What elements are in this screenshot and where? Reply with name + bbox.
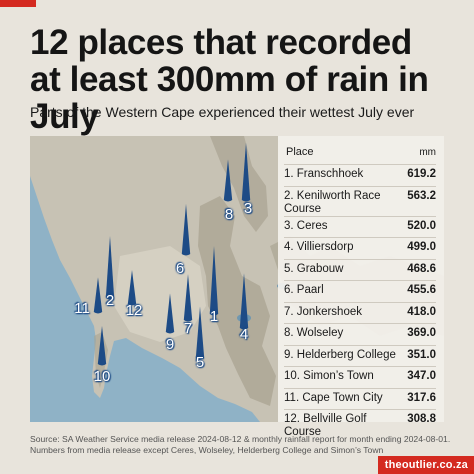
- marker-label-11: 11: [74, 300, 90, 317]
- row-place: 1. Franschhoek: [284, 168, 364, 180]
- row-place: 6. Paarl: [284, 284, 324, 296]
- row-rainfall: 499.0: [407, 241, 436, 253]
- row-rainfall: 563.2: [407, 189, 436, 202]
- marker-label-10: 10: [93, 368, 111, 385]
- table-row: 7. Jonkershoek 418.0: [284, 301, 436, 319]
- row-place: 10. Simon’s Town: [284, 370, 374, 382]
- row-rainfall: 418.0: [407, 305, 436, 318]
- table-row: 12. Bellville Golf Course 308.8: [284, 409, 436, 439]
- row-place: 3. Ceres: [284, 219, 328, 232]
- valley-area: [114, 246, 206, 342]
- row-rainfall: 351.0: [407, 348, 436, 361]
- page-title: 12 places that recorded at least 300mm o…: [30, 23, 429, 136]
- table-row: 3. Ceres 520.0: [284, 215, 436, 233]
- rain-spike-12: [127, 270, 137, 306]
- site-badge: theoutlier.co.za: [377, 456, 474, 474]
- accent-bar: [0, 0, 36, 7]
- table-row: 4. Villiersdorp 499.0: [284, 237, 436, 254]
- row-rainfall: 619.2: [407, 168, 436, 180]
- mountain-ridges: [198, 196, 276, 406]
- marker-label-5: 5: [195, 354, 205, 371]
- row-place: 7. Jonkershoek: [284, 305, 362, 318]
- table-row: 9. Helderberg College 351.0: [284, 344, 436, 362]
- row-rainfall: 455.6: [407, 284, 436, 296]
- table-row: 5. Grabouw 468.6: [284, 258, 436, 276]
- row-place: 2. Kenilworth Race Course: [284, 189, 381, 215]
- table-row: 6. Paarl 455.6: [284, 280, 436, 297]
- marker-label-7: 7: [183, 320, 193, 337]
- marker-layer: [93, 142, 251, 366]
- rainfall-table: Place mm 1. Franschhoek 619.2 2. Kenilwort…: [278, 136, 444, 438]
- header-place: Place: [286, 146, 314, 158]
- row-place: 5. Grabouw: [284, 262, 344, 275]
- rain-spike-2: [105, 236, 115, 300]
- rain-spike-8: [223, 159, 233, 202]
- marker-label-9: 9: [165, 336, 175, 353]
- row-place: 9. Helderberg College: [284, 348, 396, 361]
- marker-label-8: 8: [224, 206, 234, 223]
- table-row: 11. Cape Town City 317.6: [284, 387, 436, 405]
- row-place: 4. Villiersdorp: [284, 241, 354, 253]
- marker-label-6: 6: [175, 260, 185, 277]
- table-row: 10. Simon’s Town 347.0: [284, 366, 436, 383]
- row-place: 11. Cape Town City: [284, 391, 383, 404]
- rain-spike-10: [97, 325, 107, 366]
- header-unit: mm: [419, 147, 436, 158]
- rain-spike-11: [93, 277, 103, 314]
- table-row: 1. Franschhoek 619.2: [284, 164, 436, 181]
- row-place: 12. Bellville Golf Course: [284, 413, 367, 438]
- marker-label-12: 12: [125, 302, 143, 319]
- table-header: Place mm: [286, 146, 436, 158]
- marker-label-3: 3: [243, 200, 253, 217]
- marker-label-2: 2: [105, 292, 115, 309]
- rain-spike-7: [183, 274, 193, 322]
- rain-spike-5: [195, 306, 205, 360]
- rain-spike-3: [241, 142, 251, 202]
- rain-spike-4: [239, 273, 249, 330]
- marker-label-1: 1: [209, 308, 219, 325]
- row-rainfall: 308.8: [407, 413, 436, 425]
- rain-spike-9: [165, 293, 175, 334]
- marker-label-4: 4: [239, 326, 249, 343]
- row-rainfall: 317.6: [407, 391, 436, 404]
- table-row: 2. Kenilworth Race Course 563.2: [284, 185, 436, 216]
- row-rainfall: 520.0: [407, 219, 436, 232]
- row-rainfall: 369.0: [407, 327, 436, 339]
- mountain-ridges-north: [210, 136, 268, 232]
- row-place: 8. Wolseley: [284, 327, 344, 339]
- page-subtitle: Parts of the Western Cape experienced th…: [30, 104, 415, 120]
- source-note: Source: SA Weather Service media release…: [30, 434, 451, 455]
- row-rainfall: 347.0: [407, 370, 436, 382]
- table-row: 8. Wolseley 369.0: [284, 323, 436, 340]
- rain-spike-1: [209, 245, 219, 316]
- row-rainfall: 468.6: [407, 262, 436, 275]
- rain-spike-6: [181, 203, 191, 256]
